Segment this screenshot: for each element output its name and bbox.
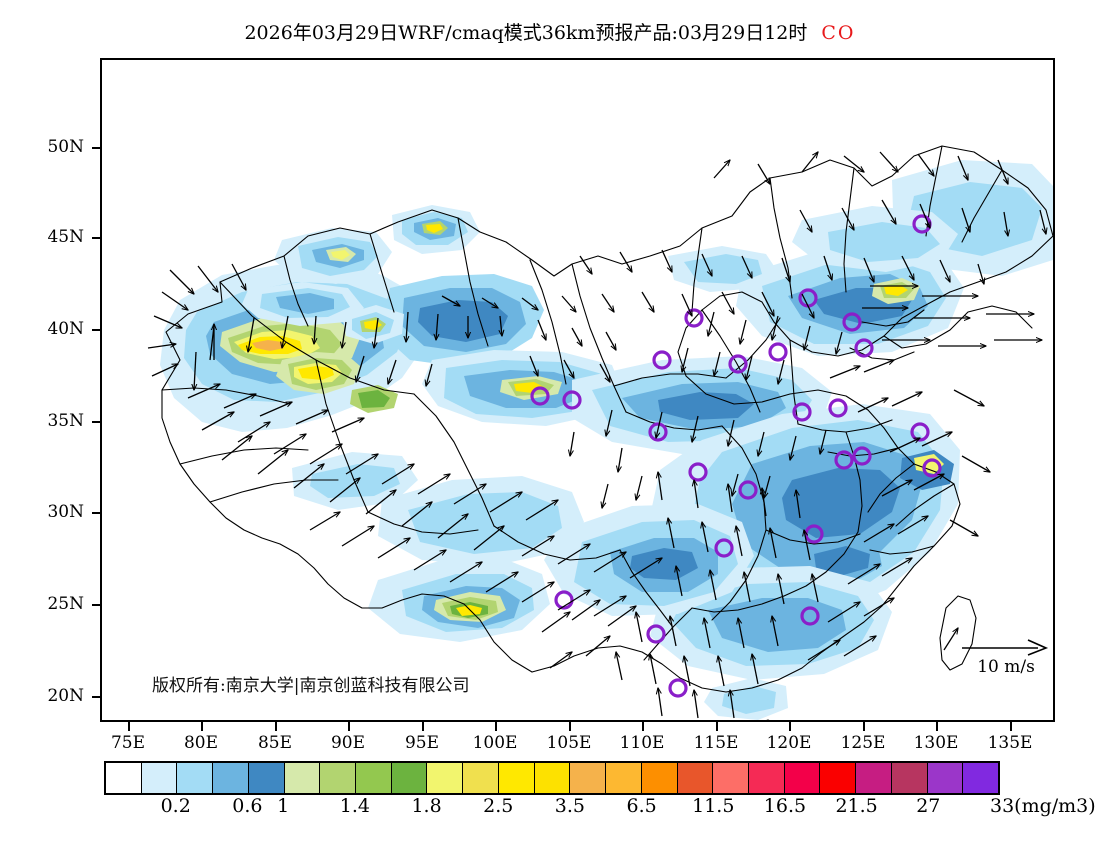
colorbar-swatch-2 bbox=[177, 763, 214, 793]
lon-label-90E: 90E bbox=[330, 733, 366, 753]
page-title: 2026年03月29日WRF/cmaq模式36km预报产品:03月29日12时 C… bbox=[0, 18, 1100, 45]
colorbar-swatch-4 bbox=[248, 763, 285, 793]
colorbar-swatch-13 bbox=[570, 763, 607, 793]
colorbar-swatch-6 bbox=[320, 763, 357, 793]
colorbar-label-0.6: 0.6 bbox=[232, 795, 263, 817]
colorbar-swatch-19 bbox=[784, 763, 821, 793]
lon-tick-90E bbox=[348, 722, 350, 731]
colorbar-swatch-17 bbox=[713, 763, 749, 793]
colorbar-swatch-18 bbox=[748, 763, 785, 793]
map-plot-frame bbox=[100, 58, 1055, 722]
colorbar-swatch-23 bbox=[927, 763, 964, 793]
colorbar-swatch-9 bbox=[427, 763, 464, 793]
lon-label-110E: 110E bbox=[619, 733, 665, 753]
colorbar[interactable] bbox=[104, 761, 1000, 795]
lon-label-95E: 95E bbox=[404, 733, 440, 753]
lon-tick-120E bbox=[789, 722, 791, 731]
colorbar-swatch-24 bbox=[963, 763, 998, 793]
colorbar-swatch-7 bbox=[356, 763, 392, 793]
colorbar-label-3.5: 3.5 bbox=[554, 795, 586, 817]
province-border-layer bbox=[161, 145, 1053, 720]
colorbar-swatch-20 bbox=[820, 763, 857, 793]
lat-tick-35N bbox=[92, 421, 100, 423]
colorbar-swatch-3 bbox=[213, 763, 249, 793]
lon-label-75E: 75E bbox=[110, 733, 146, 753]
colorbar-label-21.5: 21.5 bbox=[835, 795, 878, 817]
lat-label-25N: 25N bbox=[47, 594, 84, 614]
lat-tick-20N bbox=[92, 696, 100, 698]
lat-label-20N: 20N bbox=[47, 686, 84, 706]
lat-label-35N: 35N bbox=[47, 411, 84, 431]
lon-tick-110E bbox=[642, 722, 644, 731]
colorbar-label-11.5: 11.5 bbox=[692, 795, 735, 817]
lon-label-100E: 100E bbox=[472, 733, 518, 753]
title-main-text: 2026年03月29日WRF/cmaq模式36km预报产品:03月29日12时 bbox=[244, 22, 808, 44]
lat-tick-40N bbox=[92, 329, 100, 331]
wind-scale-label: 10 m/s bbox=[977, 657, 1035, 677]
colorbar-label-27: 27 bbox=[916, 795, 941, 817]
lon-label-105E: 105E bbox=[546, 733, 592, 753]
lon-tick-95E bbox=[422, 722, 424, 731]
wind-vector-layer bbox=[147, 152, 1046, 719]
colorbar-label-1.4: 1.4 bbox=[339, 795, 370, 817]
colorbar-swatch-14 bbox=[606, 763, 642, 793]
lat-label-40N: 40N bbox=[47, 319, 84, 339]
colorbar-swatch-12 bbox=[534, 763, 571, 793]
right-arrow-icon bbox=[962, 639, 1049, 656]
lon-tick-130E bbox=[936, 722, 938, 731]
colorbar-swatch-10 bbox=[463, 763, 499, 793]
lon-tick-85E bbox=[275, 722, 277, 731]
colorbar-swatches[interactable] bbox=[104, 761, 1000, 795]
station-marker-layer bbox=[530, 214, 942, 698]
colorbar-swatch-16 bbox=[677, 763, 714, 793]
lat-label-50N: 50N bbox=[47, 137, 84, 157]
lon-tick-105E bbox=[569, 722, 571, 731]
lat-tick-45N bbox=[92, 237, 100, 239]
wind-scale-key: 10 m/s bbox=[958, 636, 1054, 677]
colorbar-swatch-0 bbox=[106, 763, 142, 793]
colorbar-label-0.2: 0.2 bbox=[160, 795, 191, 817]
lon-label-120E: 120E bbox=[766, 733, 812, 753]
colorbar-label-1: 1 bbox=[277, 795, 290, 817]
lon-tick-125E bbox=[863, 722, 865, 731]
lon-label-80E: 80E bbox=[183, 733, 219, 753]
lat-label-30N: 30N bbox=[47, 502, 84, 522]
lon-tick-115E bbox=[716, 722, 718, 731]
lon-label-115E: 115E bbox=[693, 733, 739, 753]
colorbar-swatch-8 bbox=[391, 763, 428, 793]
colorbar-tick-labels: 0.2 0.6 1 1.4 1.8 2.5 3.5 6.5 11.5 16.5 21.5 27 33(m… bbox=[104, 795, 1096, 821]
title-species-label: CO bbox=[821, 22, 856, 44]
colorbar-label-16.5: 16.5 bbox=[763, 795, 807, 817]
lon-label-135E: 135E bbox=[987, 733, 1033, 753]
lat-tick-50N bbox=[92, 147, 100, 149]
colorbar-swatch-22 bbox=[891, 763, 928, 793]
lon-label-85E: 85E bbox=[257, 733, 293, 753]
colorbar-swatch-5 bbox=[284, 763, 321, 793]
colorbar-label-2.5: 2.5 bbox=[483, 795, 514, 817]
colorbar-label-33: 33(mg/m3) bbox=[990, 795, 1096, 817]
lon-label-125E: 125E bbox=[840, 733, 886, 753]
colorbar-label-1.8: 1.8 bbox=[411, 795, 442, 817]
lat-label-45N: 45N bbox=[47, 227, 84, 247]
lon-label-130E: 130E bbox=[913, 733, 959, 753]
colorbar-swatch-11 bbox=[498, 763, 535, 793]
lon-tick-135E bbox=[1010, 722, 1012, 731]
lon-tick-75E bbox=[128, 722, 130, 731]
colorbar-label-6.5: 6.5 bbox=[626, 795, 657, 817]
lat-tick-30N bbox=[92, 512, 100, 514]
colorbar-swatch-15 bbox=[641, 763, 678, 793]
co-concentration-map[interactable] bbox=[102, 60, 1053, 720]
lon-tick-80E bbox=[201, 722, 203, 731]
colorbar-swatch-21 bbox=[856, 763, 892, 793]
lat-tick-25N bbox=[92, 604, 100, 606]
lon-tick-100E bbox=[495, 722, 497, 731]
colorbar-swatch-1 bbox=[141, 763, 178, 793]
copyright-watermark: 版权所有:南京大学|南京创蓝科技有限公司 bbox=[152, 676, 470, 696]
